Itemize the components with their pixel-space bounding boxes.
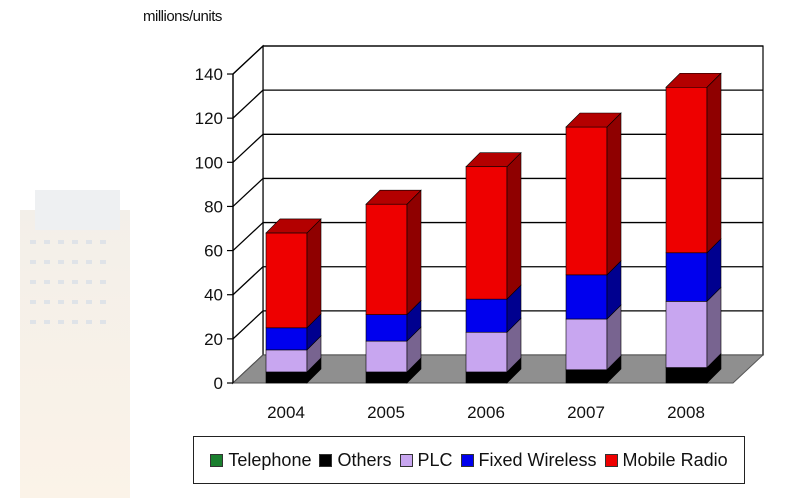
legend-swatch: [319, 453, 333, 467]
x-tick-label: 2005: [367, 403, 405, 422]
gridline-side: [232, 177, 264, 207]
legend-swatch: [460, 453, 474, 467]
bar-top-2006: [465, 152, 522, 168]
bar-2008-fixed-wireless: [665, 252, 708, 302]
bar-2006-plc: [465, 331, 508, 373]
y-tick-label: 100: [195, 153, 223, 172]
x-tick-label: 2006: [467, 403, 505, 422]
bar-side-2004-mobile-radio: [306, 218, 322, 329]
x-tick-label: 2007: [567, 403, 605, 422]
bar-2005-fixed-wireless: [365, 314, 408, 342]
bar-side-2005-mobile-radio: [406, 189, 422, 316]
legend-label: Mobile Radio: [622, 449, 728, 470]
y-tick-label: 60: [204, 242, 223, 261]
legend-label: PLC: [417, 449, 453, 470]
bar-2007-fixed-wireless: [565, 274, 608, 320]
stacked-3d-bar-chart: 0 20 40 60 80 100 120 140 2004 2005 2006 2007 2008: [195, 44, 765, 422]
gridline-side: [232, 89, 264, 119]
legend-swatch: [210, 453, 224, 467]
legend-swatch: [399, 453, 413, 467]
y-tick-label: 20: [204, 330, 223, 349]
bar-2004-plc: [265, 349, 308, 373]
bar-top-2007: [565, 112, 622, 128]
y-tick-label: 40: [204, 286, 223, 305]
gridline-side: [232, 222, 264, 252]
bar-side-2008-mobile-radio: [706, 72, 722, 254]
y-tick-label: 80: [204, 197, 223, 216]
building-background-image: [20, 190, 130, 498]
x-tick-label: 2004: [267, 403, 305, 422]
legend-label: Fixed Wireless: [478, 449, 597, 470]
y-tick-label: 140: [195, 65, 223, 84]
legend-label: Others: [337, 449, 392, 470]
bar-2005-others: [365, 371, 408, 384]
gridline-side: [232, 266, 264, 296]
bar-2007-others: [565, 369, 608, 384]
legend-item-mobile-radio: Mobile Radio: [604, 449, 728, 471]
bar-2007-plc: [565, 318, 608, 371]
y-unit-label: millions/units: [143, 8, 222, 25]
bar-top-2005: [365, 189, 422, 205]
legend-item-plc: PLC: [399, 449, 453, 471]
bar-2008-plc: [665, 301, 708, 368]
bar-top-2008: [665, 72, 722, 88]
bar-2006-others: [465, 371, 508, 384]
y-tick-label: 120: [195, 109, 223, 128]
bar-2005-mobile-radio: [365, 203, 408, 315]
bar-2004-mobile-radio: [265, 232, 308, 329]
legend-item-fixed-wireless: Fixed Wireless: [460, 449, 597, 471]
legend-item-others: Others: [319, 449, 392, 471]
bar-2004-others: [265, 371, 308, 384]
bar-2005-plc: [365, 340, 408, 373]
bar-2007-mobile-radio: [565, 126, 608, 276]
bar-side-2006-mobile-radio: [506, 151, 522, 300]
x-tick-label: 2008: [667, 403, 705, 422]
bar-2006-mobile-radio: [465, 166, 508, 300]
chart-left-wall: [232, 44, 264, 385]
gridline-side: [232, 310, 264, 340]
gridline-side: [232, 45, 264, 75]
chart-legend: Telephone Others PLC Fixed Wireless Mobile R…: [193, 436, 745, 484]
legend-item-telephone: Telephone: [210, 450, 311, 471]
bar-side-2007-mobile-radio: [606, 112, 622, 276]
bar-2004-fixed-wireless: [265, 327, 308, 351]
bar-top-2004: [265, 218, 322, 234]
gridline-side: [232, 133, 264, 163]
bar-2008-others: [665, 367, 708, 384]
y-tick-label: 0: [214, 374, 223, 393]
bar-2006-fixed-wireless: [465, 298, 508, 333]
legend-label: Telephone: [228, 449, 312, 470]
legend-swatch: [604, 453, 618, 467]
bar-2008-mobile-radio: [665, 86, 708, 254]
